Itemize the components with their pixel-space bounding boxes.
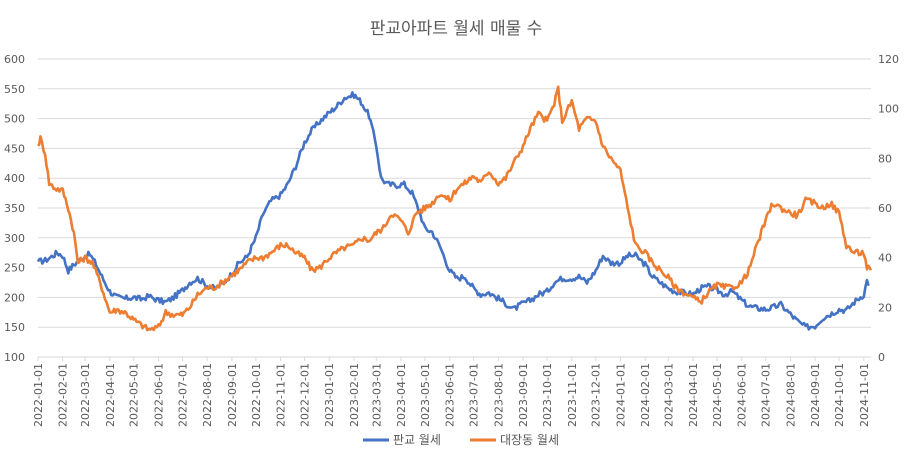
x-tick-label: 2024-10-01 — [833, 363, 846, 427]
series-line-1 — [37, 85, 873, 332]
series-lines — [36, 85, 873, 332]
series-line-0 — [36, 91, 870, 331]
grid-lines — [38, 58, 871, 358]
x-tick-label: 2023-05-01 — [419, 363, 432, 427]
x-axis: 2022-01-01 2022-02-01 2022-03-01 2022-04-01… — [32, 357, 871, 427]
right-axis: 0 20 40 60 80 100 120 — [878, 53, 899, 364]
right-tick-label: 120 — [878, 53, 899, 66]
legend-label: 판교 월세 — [393, 433, 441, 447]
right-tick-label: 0 — [878, 351, 885, 364]
left-tick-label: 250 — [4, 262, 25, 275]
x-tick-label: 2024-04-01 — [687, 363, 700, 427]
x-tick-label: 2023-10-01 — [541, 363, 554, 427]
x-tick-label: 2024-05-01 — [711, 363, 724, 427]
x-tick-label: 2022-05-01 — [128, 363, 141, 427]
x-tick-label: 2022-03-01 — [79, 363, 92, 427]
left-tick-label: 500 — [4, 113, 25, 126]
x-tick-label: 2022-10-01 — [250, 363, 263, 427]
x-tick-label: 2024-08-01 — [784, 363, 797, 427]
right-tick-label: 80 — [878, 152, 892, 165]
x-tick-label: 2022-08-01 — [201, 363, 214, 427]
left-tick-label: 450 — [4, 142, 25, 155]
left-tick-label: 300 — [4, 232, 25, 245]
x-tick-label: 2024-01-01 — [614, 363, 627, 427]
x-tick-label: 2024-09-01 — [809, 363, 822, 427]
x-tick-label: 2023-08-01 — [492, 363, 505, 427]
left-tick-label: 550 — [4, 83, 25, 96]
x-tick-label: 2024-07-01 — [760, 363, 773, 427]
x-tick-label: 2023-09-01 — [517, 363, 530, 427]
left-axis: 100 150 200 250 300 350 400 450 500 550 600 — [4, 53, 25, 364]
x-tick-label: 2023-12-01 — [590, 363, 603, 427]
x-tick-label: 2022-01-01 — [32, 363, 45, 427]
x-tick-label: 2022-09-01 — [226, 363, 239, 427]
x-tick-label: 2022-04-01 — [104, 363, 117, 427]
x-tick-label: 2022-12-01 — [298, 363, 311, 427]
x-tick-label: 2022-07-01 — [176, 363, 189, 427]
x-tick-label: 2024-02-01 — [639, 363, 652, 427]
x-tick-label: 2023-04-01 — [395, 363, 408, 427]
x-tick-label: 2023-06-01 — [444, 363, 457, 427]
x-tick-label: 2023-01-01 — [323, 363, 336, 427]
right-tick-label: 60 — [878, 202, 892, 215]
x-tick-label: 2023-02-01 — [348, 363, 361, 427]
legend: 판교 월세 대장동 월세 — [363, 433, 559, 447]
left-tick-label: 100 — [4, 351, 25, 364]
x-tick-label: 2023-03-01 — [370, 363, 383, 427]
x-tick-label: 2022-11-01 — [275, 363, 288, 427]
x-tick-label: 2023-07-01 — [468, 363, 481, 427]
x-tick-label: 2024-03-01 — [662, 363, 675, 427]
legend-label: 대장동 월세 — [500, 433, 559, 447]
left-tick-label: 400 — [4, 172, 25, 185]
left-tick-label: 150 — [4, 321, 25, 334]
x-tick-label: 2024-06-01 — [736, 363, 749, 427]
x-tick-label: 2024-11-01 — [858, 363, 871, 427]
right-tick-label: 40 — [878, 252, 892, 265]
x-tick-label: 2022-06-01 — [152, 363, 165, 427]
x-tick-label: 2023-11-01 — [566, 363, 579, 427]
left-tick-label: 350 — [4, 202, 25, 215]
right-tick-label: 20 — [878, 301, 892, 314]
left-tick-label: 600 — [4, 53, 25, 66]
x-tick-label: 2022-02-01 — [57, 363, 70, 427]
left-tick-label: 200 — [4, 291, 25, 304]
right-tick-label: 100 — [878, 103, 899, 116]
chart-title: 판교아파트 월세 매물 수 — [370, 19, 543, 39]
